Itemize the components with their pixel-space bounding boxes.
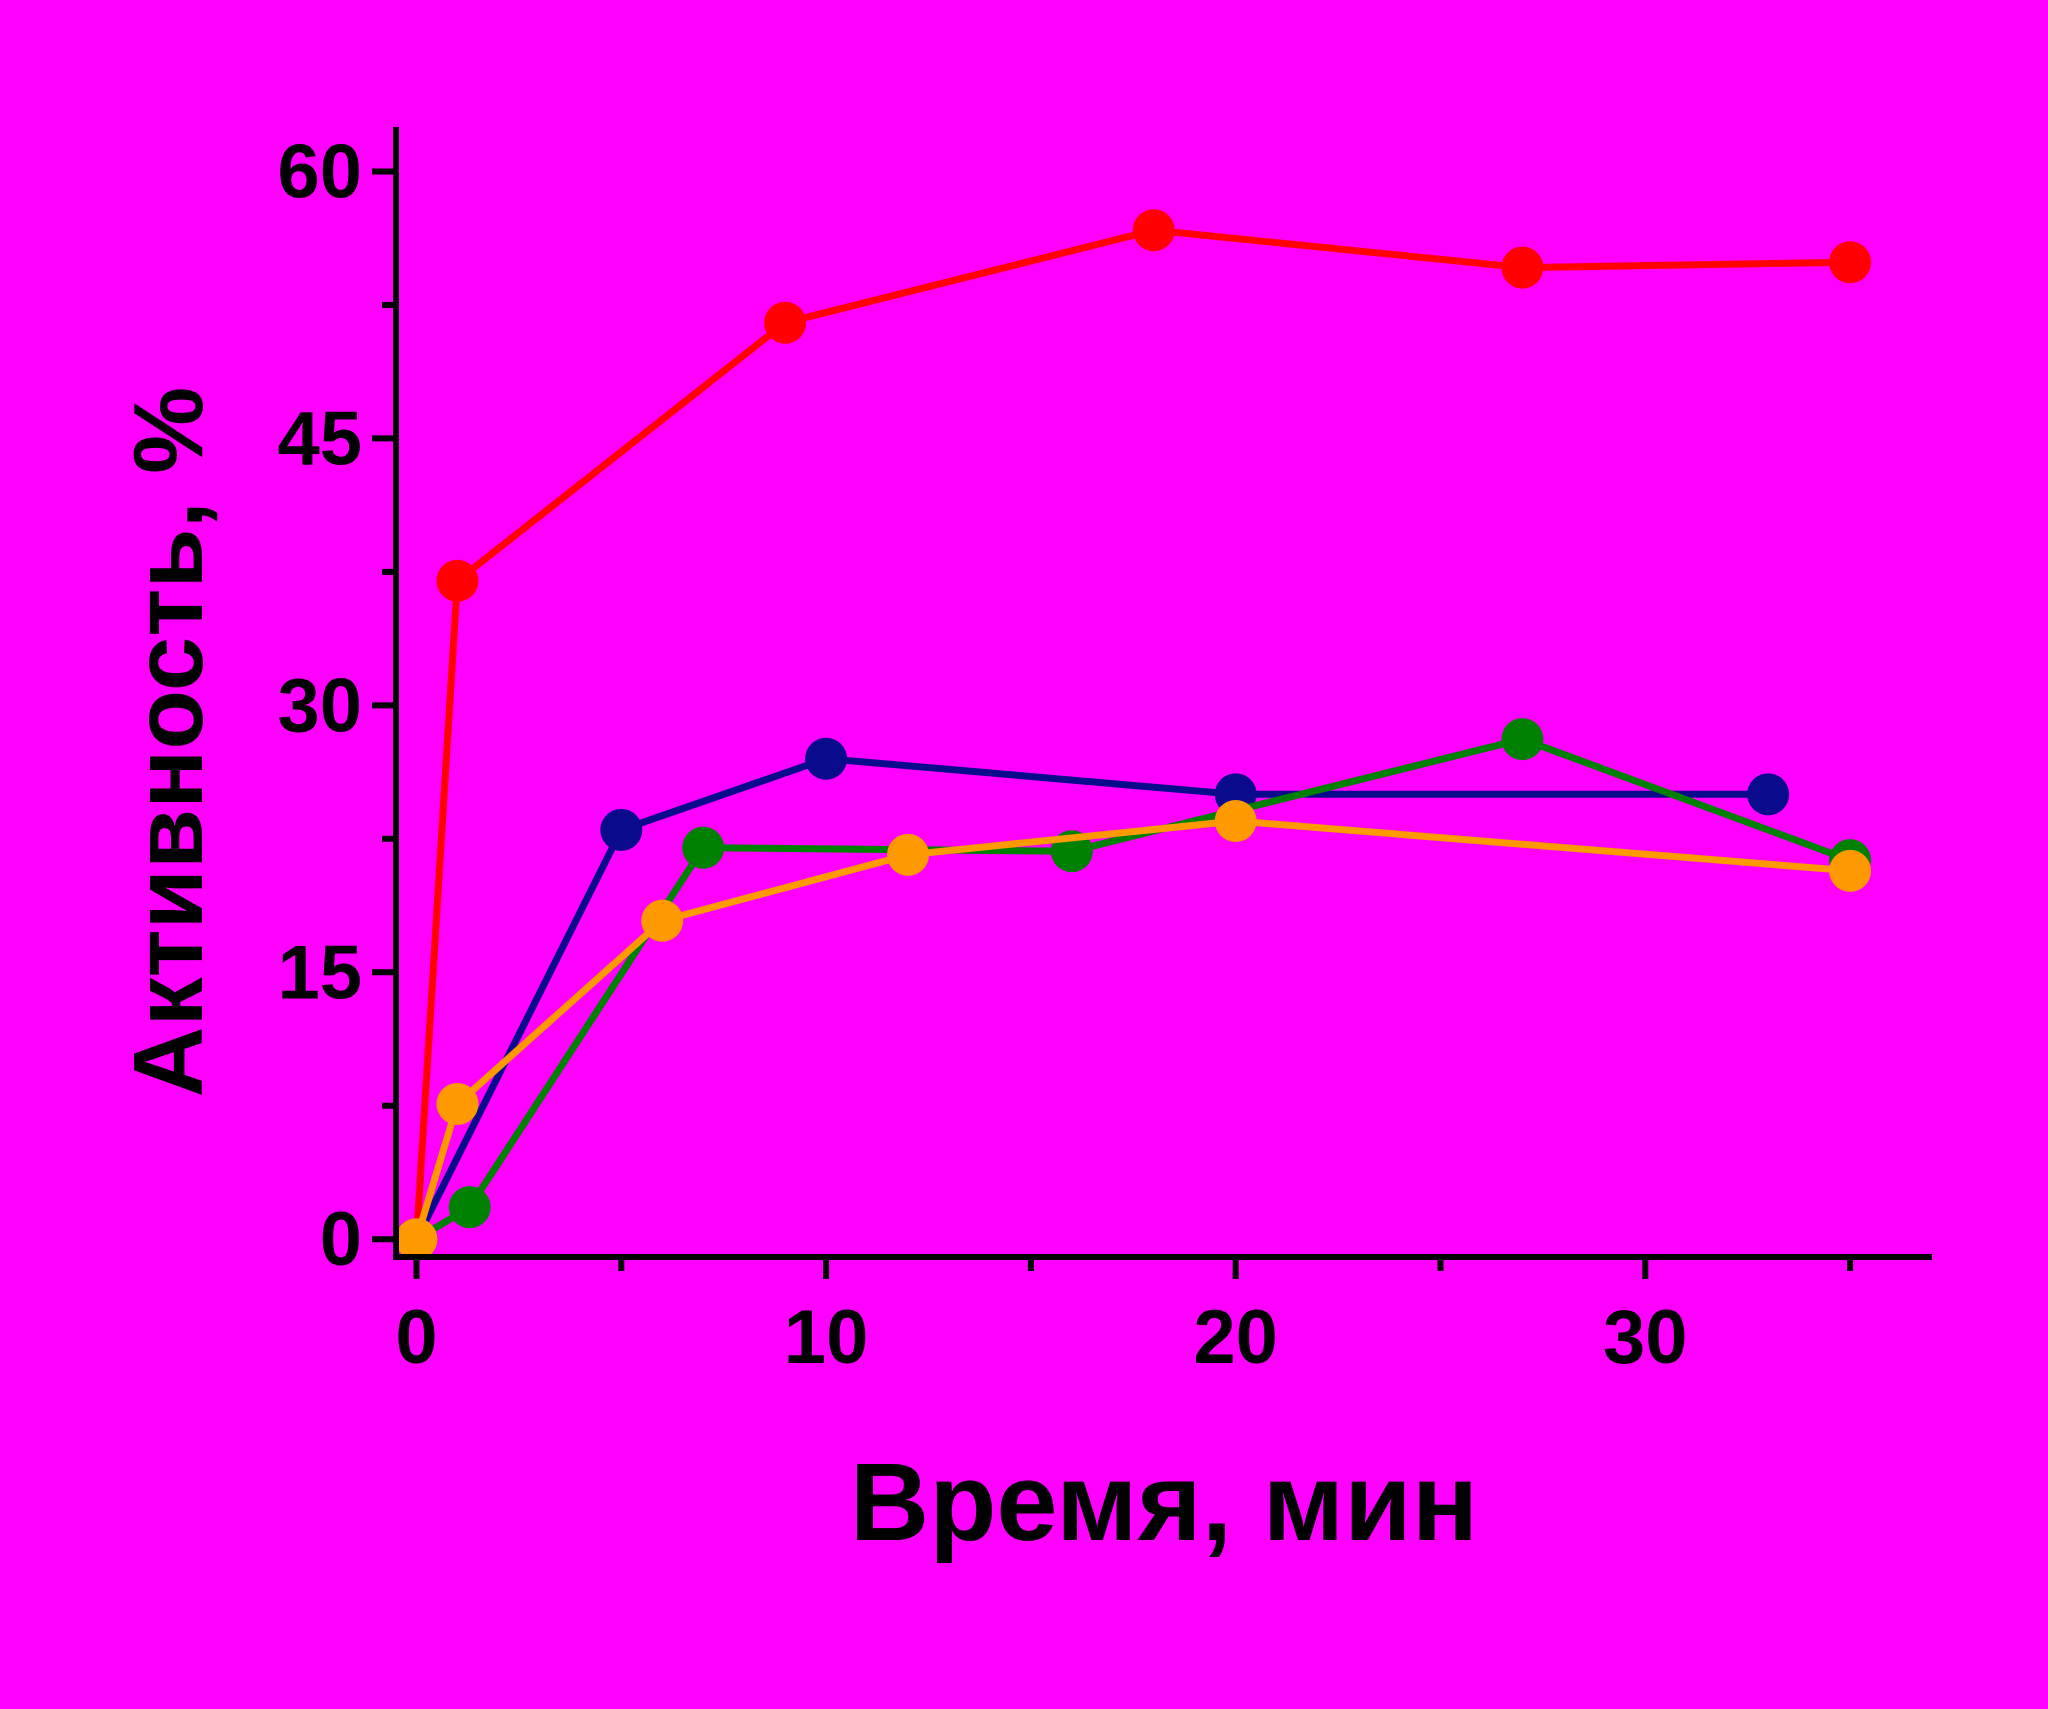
axes-layer [372, 127, 1932, 1279]
data-point [682, 826, 725, 869]
data-point [1829, 849, 1872, 892]
y-axis-title: Активность, % [113, 387, 223, 1097]
x-tick-label: 30 [1603, 1295, 1688, 1380]
y-tick-label: 30 [277, 663, 362, 748]
data-point [1747, 773, 1790, 816]
data-point [1501, 718, 1544, 761]
data-point [1214, 800, 1257, 843]
series-line [413, 226, 1851, 1240]
data-point [436, 1082, 479, 1125]
labels-layer: Активность, % Время, мин 0 15 30 45 60 0 10 20 3… [113, 129, 1688, 1564]
data-point [436, 559, 479, 602]
y-tick-label: 60 [277, 129, 362, 214]
data-point [448, 1186, 491, 1229]
data-point [887, 833, 929, 876]
series-layer [395, 209, 1872, 1261]
x-tick-label: 10 [784, 1295, 869, 1380]
y-tick-label: 45 [277, 396, 362, 481]
data-point [1501, 246, 1544, 289]
y-tick-label: 15 [277, 930, 362, 1015]
data-point [1829, 241, 1872, 284]
series-4 [395, 800, 1872, 1261]
y-tick-label: 0 [320, 1197, 362, 1282]
x-axis-title: Время, мин [850, 1441, 1478, 1564]
x-tick-label: 0 [395, 1295, 437, 1380]
series-line [413, 817, 1851, 1241]
data-point [600, 808, 643, 851]
data-point [641, 899, 684, 942]
data-point [764, 301, 807, 344]
x-tick-label: 20 [1193, 1295, 1278, 1380]
data-point [1132, 209, 1175, 252]
data-point [395, 1218, 438, 1261]
data-point [805, 737, 848, 780]
